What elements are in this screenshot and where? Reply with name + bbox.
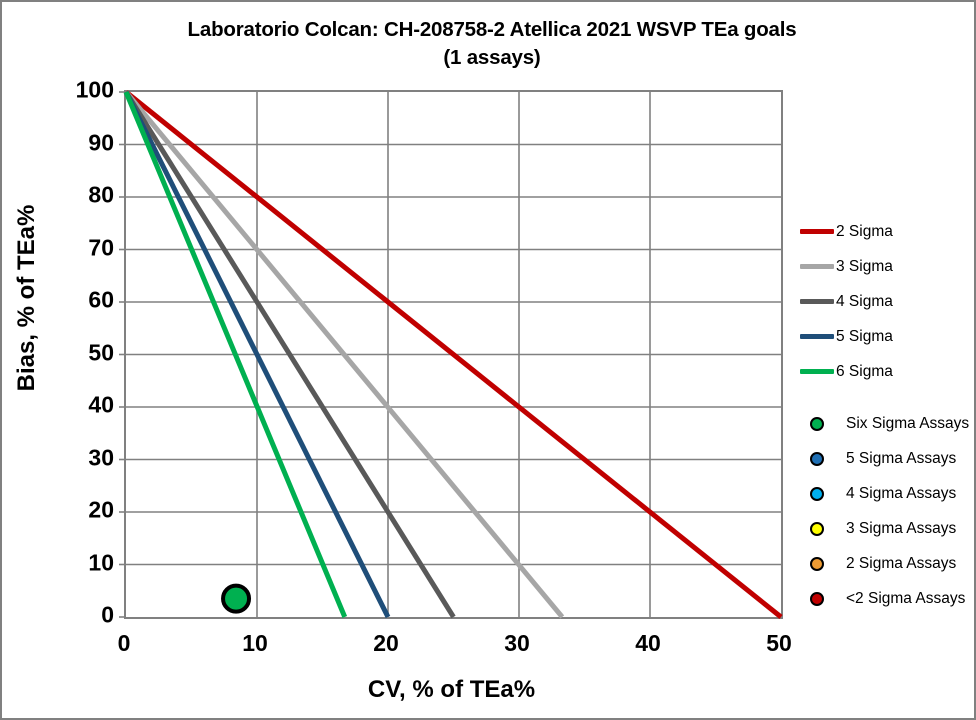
x-axis-ticks: 0 10 20 30 40 50: [118, 630, 792, 664]
legend-label: 5 Sigma Assays: [846, 449, 957, 467]
legend-item-line[interactable]: 6 Sigma: [798, 354, 974, 389]
legend-item-line[interactable]: 4 Sigma: [798, 284, 974, 319]
legend-label: 3 Sigma Assays: [846, 519, 957, 537]
sigma-line-2-sigma: [124, 90, 783, 619]
legend-item-marker[interactable]: 4 Sigma Assays: [798, 476, 974, 511]
chart-title: Laboratorio Colcan: CH-208758-2 Atellica…: [92, 16, 892, 71]
y-axis-ticks: 0 10 20 30 40 50 60 70 80 90 100: [16, 77, 114, 628]
chart-title-line1: Laboratorio Colcan: CH-208758-2 Atellica…: [187, 18, 797, 41]
legend-item-marker[interactable]: 3 Sigma Assays: [798, 511, 974, 546]
legend-label: 4 Sigma: [836, 292, 893, 310]
x-tick-label: 20: [373, 630, 399, 656]
line-swatch-icon: [800, 264, 834, 269]
legend-item-marker[interactable]: 5 Sigma Assays: [798, 441, 974, 476]
legend-item-line[interactable]: 2 Sigma: [798, 214, 974, 249]
line-swatch-icon: [800, 229, 834, 234]
plot-area: [119, 90, 783, 619]
circle-marker-icon: [810, 451, 824, 466]
legend-item-marker[interactable]: 2 Sigma Assays: [798, 546, 974, 581]
sigma-lines: [123, 90, 783, 619]
sigma-line-3-sigma: [124, 90, 565, 619]
legend-line-swatch: [798, 334, 836, 339]
legend-marker-swatch: [798, 416, 836, 431]
legend-label: 5 Sigma: [836, 327, 893, 345]
y-tick-label: 50: [88, 339, 114, 365]
chart-legend: 2 Sigma 3 Sigma 4 Sigma 5 Sigma 6 Sigma Six S…: [798, 214, 974, 616]
legend-marker-swatch: [798, 486, 836, 501]
legend-line-swatch: [798, 264, 836, 269]
sigma-line-6-sigma: [123, 91, 348, 618]
line-swatch-icon: [800, 334, 834, 339]
y-tick-label: 90: [88, 129, 114, 155]
data-points[interactable]: [126, 92, 781, 617]
y-tick-label: 60: [88, 286, 114, 313]
legend-spacer: [798, 389, 974, 406]
legend-item-marker[interactable]: <2 Sigma Assays: [798, 581, 974, 616]
legend-label: 4 Sigma Assays: [846, 484, 957, 502]
legend-label: 3 Sigma: [836, 257, 893, 275]
y-tick-label: 0: [101, 601, 114, 628]
legend-line-swatch: [798, 229, 836, 234]
chart-title-line2: (1 assays): [443, 45, 541, 69]
y-tick-label: 70: [88, 234, 114, 260]
legend-line-swatch: [798, 299, 836, 304]
line-swatch-icon: [800, 299, 834, 304]
sigma-line-5-sigma: [123, 90, 391, 619]
y-tick-label: 30: [88, 444, 114, 470]
x-tick-label: 50: [766, 630, 792, 656]
x-tick-label: 10: [242, 630, 268, 656]
legend-item-line[interactable]: 5 Sigma: [798, 319, 974, 354]
line-swatch-icon: [800, 369, 834, 374]
legend-item-marker[interactable]: Six Sigma Assays: [798, 406, 974, 441]
legend-label: 2 Sigma: [836, 222, 893, 240]
circle-marker-icon: [810, 591, 824, 606]
x-axis-title: CV, % of TEa%: [367, 676, 536, 703]
legend-label: Six Sigma Assays: [846, 414, 970, 432]
legend-marker-swatch: [798, 591, 836, 606]
y-tick-label: 40: [88, 391, 114, 418]
legend-line-swatch: [798, 369, 836, 374]
legend-label: 2 Sigma Assays: [846, 554, 957, 572]
sigma-line-4-sigma: [123, 90, 456, 619]
circle-marker-icon: [810, 486, 824, 501]
circle-marker-icon: [810, 416, 824, 431]
circle-marker-icon: [810, 556, 824, 571]
legend-marker-swatch: [798, 556, 836, 571]
x-tick-label: 0: [117, 630, 131, 656]
y-tick-label: 20: [88, 496, 114, 523]
legend-marker-swatch: [798, 451, 836, 466]
x-tick-label: 30: [504, 630, 530, 656]
circle-marker-icon: [810, 521, 824, 536]
legend-label: <2 Sigma Assays: [846, 589, 966, 607]
y-tick-label: 80: [88, 181, 114, 208]
y-tick-label: 100: [75, 76, 114, 103]
data-point-marker[interactable]: [221, 583, 252, 614]
legend-marker-swatch: [798, 521, 836, 536]
legend-item-line[interactable]: 3 Sigma: [798, 249, 974, 284]
x-tick-label: 40: [635, 630, 661, 656]
legend-label: 6 Sigma: [836, 362, 893, 380]
y-tick-label: 10: [88, 549, 114, 575]
